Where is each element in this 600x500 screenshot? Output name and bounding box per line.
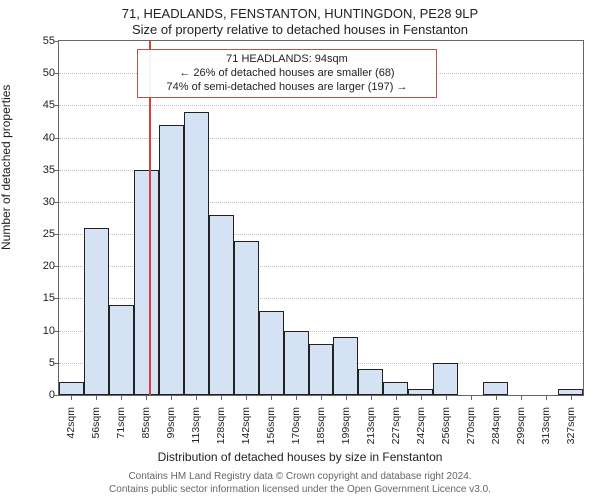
- x-tick-mark: [446, 395, 447, 400]
- y-tick-mark: [54, 202, 59, 203]
- y-tick-label: 35: [29, 164, 55, 176]
- x-tick-mark: [396, 395, 397, 400]
- y-tick-label: 40: [29, 132, 55, 144]
- y-tick-mark: [54, 395, 59, 396]
- y-tick-label: 25: [29, 228, 55, 240]
- annotation-line1: 71 HEADLANDS: 94sqm: [144, 53, 430, 67]
- histogram-bar: [159, 125, 184, 395]
- plot-area: 051015202530354045505542sqm56sqm71sqm85s…: [58, 40, 584, 396]
- histogram-bar: [309, 344, 334, 395]
- footer-line2: Contains public sector information licen…: [0, 484, 600, 497]
- y-tick-label: 45: [29, 99, 55, 111]
- histogram-bar: [209, 215, 234, 395]
- y-tick-label: 50: [29, 67, 55, 79]
- x-tick-mark: [421, 395, 422, 400]
- x-tick-mark: [346, 395, 347, 400]
- x-tick-mark: [371, 395, 372, 400]
- x-tick-mark: [71, 395, 72, 400]
- y-tick-label: 30: [29, 196, 55, 208]
- y-tick-mark: [54, 266, 59, 267]
- x-tick-mark: [221, 395, 222, 400]
- x-tick-mark: [296, 395, 297, 400]
- title-line2: Size of property relative to detached ho…: [0, 22, 600, 37]
- x-tick-mark: [321, 395, 322, 400]
- x-tick-mark: [571, 395, 572, 400]
- y-tick-mark: [54, 41, 59, 42]
- y-tick-mark: [54, 73, 59, 74]
- x-tick-mark: [146, 395, 147, 400]
- y-tick-mark: [54, 105, 59, 106]
- title-line1: 71, HEADLANDS, FENSTANTON, HUNTINGDON, P…: [0, 6, 600, 21]
- y-tick-mark: [54, 363, 59, 364]
- y-tick-mark: [54, 138, 59, 139]
- y-tick-mark: [54, 298, 59, 299]
- chart-container: 71, HEADLANDS, FENSTANTON, HUNTINGDON, P…: [0, 0, 600, 500]
- histogram-bar: [433, 363, 458, 395]
- x-tick-mark: [521, 395, 522, 400]
- x-tick-mark: [471, 395, 472, 400]
- gridline: [59, 138, 583, 139]
- gridline: [59, 105, 583, 106]
- x-tick-mark: [546, 395, 547, 400]
- annotation-line3: 74% of semi-detached houses are larger (…: [144, 81, 430, 95]
- x-axis-label: Distribution of detached houses by size …: [0, 450, 600, 464]
- y-tick-mark: [54, 331, 59, 332]
- y-axis-label: Number of detached properties: [0, 85, 13, 250]
- histogram-bar: [358, 369, 383, 395]
- histogram-bar: [109, 305, 134, 395]
- histogram-bar: [284, 331, 309, 395]
- histogram-bar: [184, 112, 209, 395]
- histogram-bar: [84, 228, 109, 395]
- x-tick-mark: [271, 395, 272, 400]
- footer-text: Contains HM Land Registry data © Crown c…: [0, 471, 600, 496]
- histogram-bar: [134, 170, 159, 395]
- y-tick-mark: [54, 170, 59, 171]
- histogram-bar: [333, 337, 358, 395]
- x-tick-mark: [196, 395, 197, 400]
- y-tick-label: 55: [29, 35, 55, 47]
- footer-line1: Contains HM Land Registry data © Crown c…: [0, 471, 600, 484]
- y-tick-label: 20: [29, 260, 55, 272]
- y-tick-label: 15: [29, 292, 55, 304]
- y-tick-mark: [54, 234, 59, 235]
- annotation-box: 71 HEADLANDS: 94sqm ← 26% of detached ho…: [137, 49, 437, 98]
- x-tick-mark: [121, 395, 122, 400]
- x-tick-mark: [246, 395, 247, 400]
- histogram-bar: [59, 382, 84, 395]
- x-tick-mark: [96, 395, 97, 400]
- histogram-bar: [483, 382, 508, 395]
- histogram-bar: [383, 382, 408, 395]
- annotation-line2: ← 26% of detached houses are smaller (68…: [144, 67, 430, 81]
- y-tick-label: 10: [29, 325, 55, 337]
- histogram-bar: [234, 241, 259, 395]
- y-tick-label: 0: [29, 389, 55, 401]
- x-tick-mark: [171, 395, 172, 400]
- y-tick-label: 5: [29, 357, 55, 369]
- histogram-bar: [259, 311, 284, 395]
- x-tick-mark: [496, 395, 497, 400]
